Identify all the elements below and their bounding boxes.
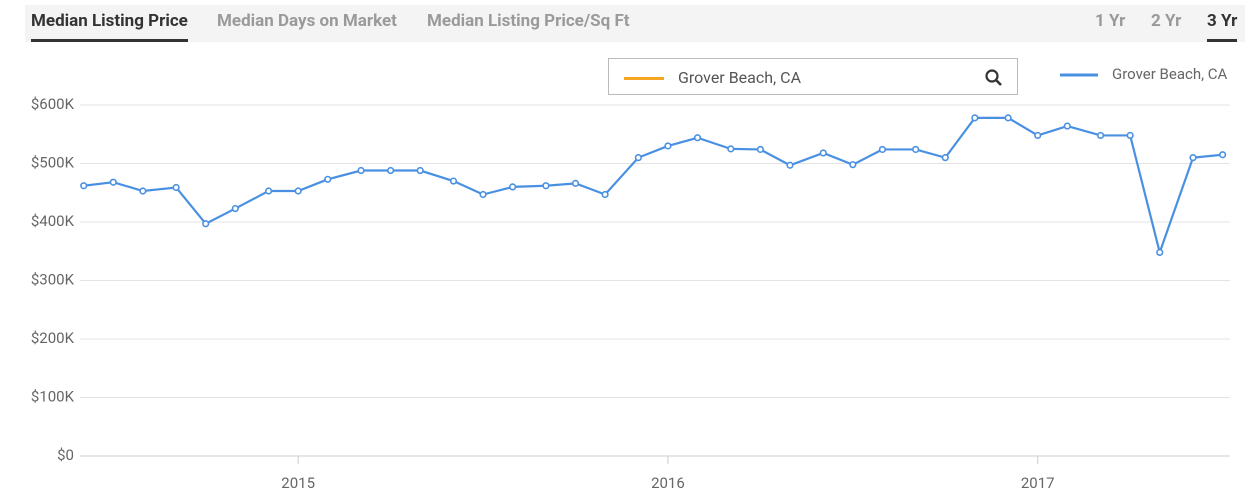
data-point	[971, 114, 979, 122]
data-point	[509, 183, 517, 191]
data-point	[1034, 131, 1042, 140]
search-icon[interactable]	[985, 69, 1003, 87]
data-point	[786, 161, 794, 169]
data-point	[387, 166, 395, 175]
data-point	[1219, 151, 1227, 159]
data-point	[294, 187, 302, 195]
data-point	[80, 182, 88, 190]
series-swatch	[624, 77, 664, 80]
data-point	[601, 190, 609, 199]
y-tick-label: $0	[57, 446, 74, 464]
x-tick-label: 2017	[1021, 474, 1055, 492]
data-point	[1126, 131, 1134, 140]
data-point	[693, 134, 702, 142]
data-point	[664, 142, 672, 150]
range-button[interactable]: 1 Yr	[1095, 11, 1126, 31]
data-point	[1063, 122, 1071, 130]
tab[interactable]: Median Days on Market	[217, 11, 397, 31]
search-text[interactable]: Grover Beach, CA	[678, 68, 802, 87]
range-button[interactable]: 2 Yr	[1151, 11, 1182, 31]
data-point	[139, 187, 147, 195]
data-point	[109, 178, 117, 186]
data-point	[172, 183, 180, 192]
data-point	[1004, 114, 1012, 122]
data-point	[849, 161, 857, 169]
data-point	[1156, 248, 1164, 257]
data-point	[878, 145, 887, 154]
y-tick-label: $200K	[31, 329, 75, 347]
y-tick-label: $100K	[31, 387, 75, 405]
data-point	[479, 190, 487, 199]
data-point	[231, 204, 239, 213]
legend-label: Grover Beach, CA	[1112, 65, 1228, 83]
data-point	[634, 154, 642, 162]
data-point	[1189, 154, 1197, 162]
data-point	[542, 182, 550, 190]
y-tick-label: $400K	[31, 212, 75, 230]
y-tick-label: $600K	[31, 95, 75, 113]
data-point	[324, 175, 332, 183]
data-point	[1096, 131, 1105, 140]
data-point	[912, 145, 920, 154]
data-point	[756, 145, 764, 154]
data-point	[357, 166, 365, 175]
tab[interactable]: Median Listing Price/Sq Ft	[427, 11, 630, 31]
x-tick-label: 2015	[281, 474, 315, 492]
search-box[interactable]: Grover Beach, CA	[608, 58, 1018, 95]
data-point	[264, 187, 273, 195]
range-button[interactable]: 3 Yr	[1207, 11, 1238, 42]
data-point	[819, 149, 827, 157]
data-point	[727, 145, 735, 153]
data-point	[416, 166, 424, 175]
data-point	[941, 154, 949, 162]
series-line	[83, 116, 1223, 257]
data-point	[571, 179, 580, 187]
tab[interactable]: Median Listing Price	[31, 11, 188, 42]
y-tick-label: $500K	[31, 153, 75, 171]
y-tick-label: $300K	[31, 270, 75, 288]
data-point	[449, 177, 458, 185]
tab-bar: Median Listing Price Median Days on Mark…	[25, 5, 1245, 42]
x-tick-label: 2016	[651, 474, 685, 492]
data-point	[202, 220, 210, 228]
